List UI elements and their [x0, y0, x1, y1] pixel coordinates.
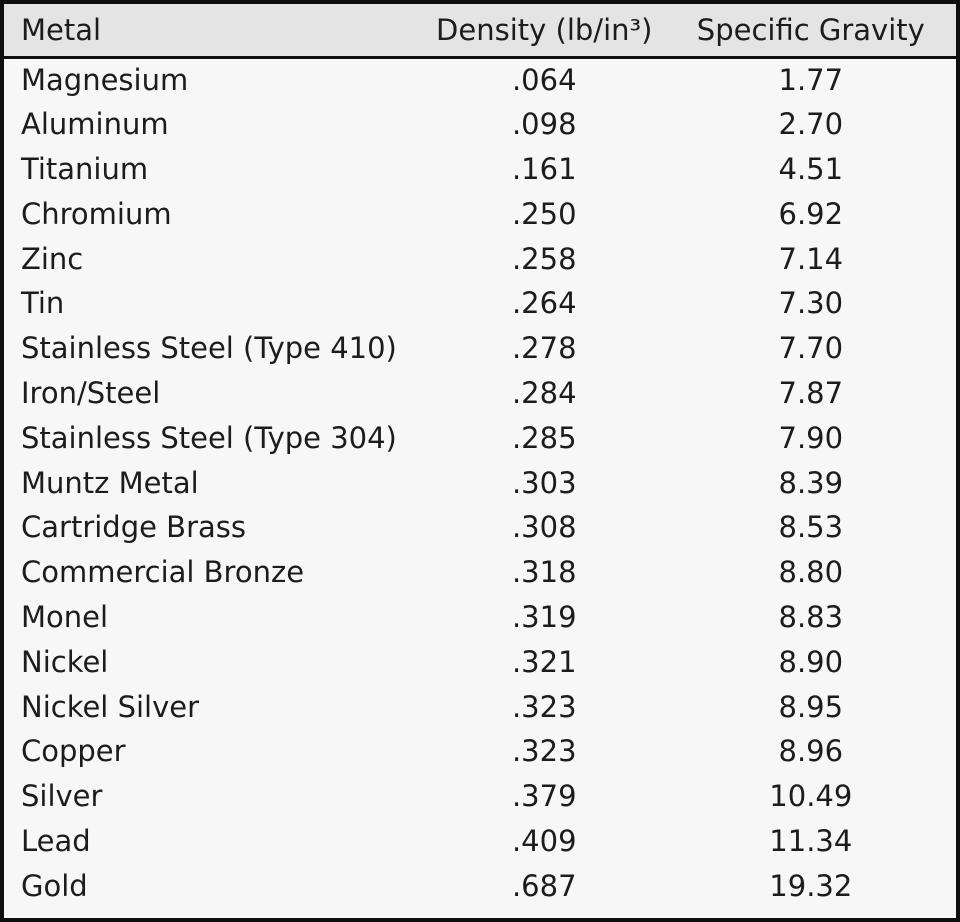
- metal-name-cell: Copper: [21, 734, 126, 769]
- metal-name-cell: Stainless Steel (Type 304): [21, 420, 397, 455]
- density-value-cell: .323: [511, 734, 577, 769]
- density-value-cell: .161: [511, 151, 577, 186]
- table-row: Commercial Bronze .318 8.80: [4, 550, 956, 595]
- specific-gravity-cell: 7.30: [778, 286, 844, 321]
- specific-gravity-cell: 8.39: [778, 465, 844, 500]
- metal-name-cell: Iron/Steel: [21, 375, 161, 410]
- density-value-cell: .308: [511, 510, 577, 545]
- table-row: Tin .264 7.30: [4, 281, 956, 326]
- data-table: Metal Density (lb/in³) Specific Gravity …: [4, 4, 956, 908]
- metal-name-cell: Nickel: [21, 644, 109, 679]
- metal-name-cell: Cartridge Brass: [21, 510, 246, 545]
- table-row: Zinc .258 7.14: [4, 236, 956, 281]
- metal-name-cell: Gold: [21, 868, 88, 903]
- table-row: Stainless Steel (Type 410) .278 7.70: [4, 326, 956, 371]
- specific-gravity-cell: 8.90: [778, 644, 844, 679]
- density-value-cell: .318: [511, 555, 577, 590]
- specific-gravity-cell: 4.51: [778, 151, 844, 186]
- metal-name-cell: Titanium: [21, 151, 149, 186]
- table-body: Magnesium .064 1.77 Aluminum .098 2.70 T…: [4, 57, 956, 908]
- density-value-cell: .064: [511, 63, 577, 98]
- specific-gravity-cell: 8.95: [778, 689, 844, 724]
- density-value-cell: .321: [511, 644, 577, 679]
- density-value-cell: .687: [511, 868, 577, 903]
- density-value-cell: .278: [511, 331, 577, 366]
- specific-gravity-cell: 2.70: [778, 107, 844, 142]
- metal-name-cell: Magnesium: [21, 63, 189, 98]
- table-row: Monel .319 8.83: [4, 595, 956, 640]
- table-row: Chromium .250 6.92: [4, 191, 956, 236]
- specific-gravity-cell: 7.87: [778, 375, 844, 410]
- table-row: Iron/Steel .284 7.87: [4, 371, 956, 416]
- metal-name-cell: Silver: [21, 779, 103, 814]
- specific-gravity-cell: 19.32: [769, 868, 853, 903]
- specific-gravity-cell: 7.70: [778, 331, 844, 366]
- table-row: Muntz Metal .303 8.39: [4, 460, 956, 505]
- density-value-cell: .319: [511, 599, 577, 634]
- density-value-cell: .264: [511, 286, 577, 321]
- density-value-cell: .284: [511, 375, 577, 410]
- table-row: Gold .687 19.32: [4, 863, 956, 908]
- header-density: Density (lb/in³): [422, 4, 666, 59]
- metal-name-cell: Monel: [21, 599, 109, 634]
- density-value-cell: .250: [511, 196, 577, 231]
- metal-name-cell: Commercial Bronze: [21, 555, 305, 590]
- table-row: Lead .409 11.34: [4, 819, 956, 864]
- specific-gravity-cell: 6.92: [778, 196, 844, 231]
- density-value-cell: .409: [511, 823, 577, 858]
- density-value-cell: .285: [511, 420, 577, 455]
- table-row: Silver .379 10.49: [4, 774, 956, 819]
- density-value-cell: .258: [511, 241, 577, 276]
- table-row: Nickel .321 8.90: [4, 639, 956, 684]
- specific-gravity-cell: 8.53: [778, 510, 844, 545]
- specific-gravity-cell: 11.34: [769, 823, 853, 858]
- table-row: Copper .323 8.96: [4, 729, 956, 774]
- metal-name-cell: Chromium: [21, 196, 172, 231]
- metal-name-cell: Tin: [21, 286, 65, 321]
- metal-name-cell: Nickel Silver: [21, 689, 200, 724]
- density-value-cell: .098: [511, 107, 577, 142]
- table-header: Metal Density (lb/in³) Specific Gravity: [4, 4, 956, 59]
- table-row: Stainless Steel (Type 304) .285 7.90: [4, 415, 956, 460]
- header-specific-gravity: Specific Gravity: [665, 4, 956, 59]
- table-row: Aluminum .098 2.70: [4, 102, 956, 147]
- table-row: Magnesium .064 1.77: [4, 57, 956, 102]
- specific-gravity-cell: 1.77: [778, 63, 844, 98]
- specific-gravity-cell: 10.49: [769, 779, 853, 814]
- metal-name-cell: Aluminum: [21, 107, 169, 142]
- density-value-cell: .379: [511, 779, 577, 814]
- specific-gravity-cell: 7.90: [778, 420, 844, 455]
- table-row: Cartridge Brass .308 8.53: [4, 505, 956, 550]
- density-value-cell: .303: [511, 465, 577, 500]
- table-row: Nickel Silver .323 8.95: [4, 684, 956, 729]
- specific-gravity-cell: 8.96: [778, 734, 844, 769]
- specific-gravity-cell: 8.83: [778, 599, 844, 634]
- metal-name-cell: Lead: [21, 823, 91, 858]
- metal-name-cell: Stainless Steel (Type 410): [21, 331, 397, 366]
- density-value-cell: .323: [511, 689, 577, 724]
- metal-name-cell: Muntz Metal: [21, 465, 199, 500]
- metal-name-cell: Zinc: [21, 241, 84, 276]
- specific-gravity-cell: 7.14: [778, 241, 844, 276]
- table-row: Titanium .161 4.51: [4, 147, 956, 192]
- specific-gravity-cell: 8.80: [778, 555, 844, 590]
- header-metal: Metal: [4, 4, 423, 59]
- header-row: Metal Density (lb/in³) Specific Gravity: [4, 4, 956, 59]
